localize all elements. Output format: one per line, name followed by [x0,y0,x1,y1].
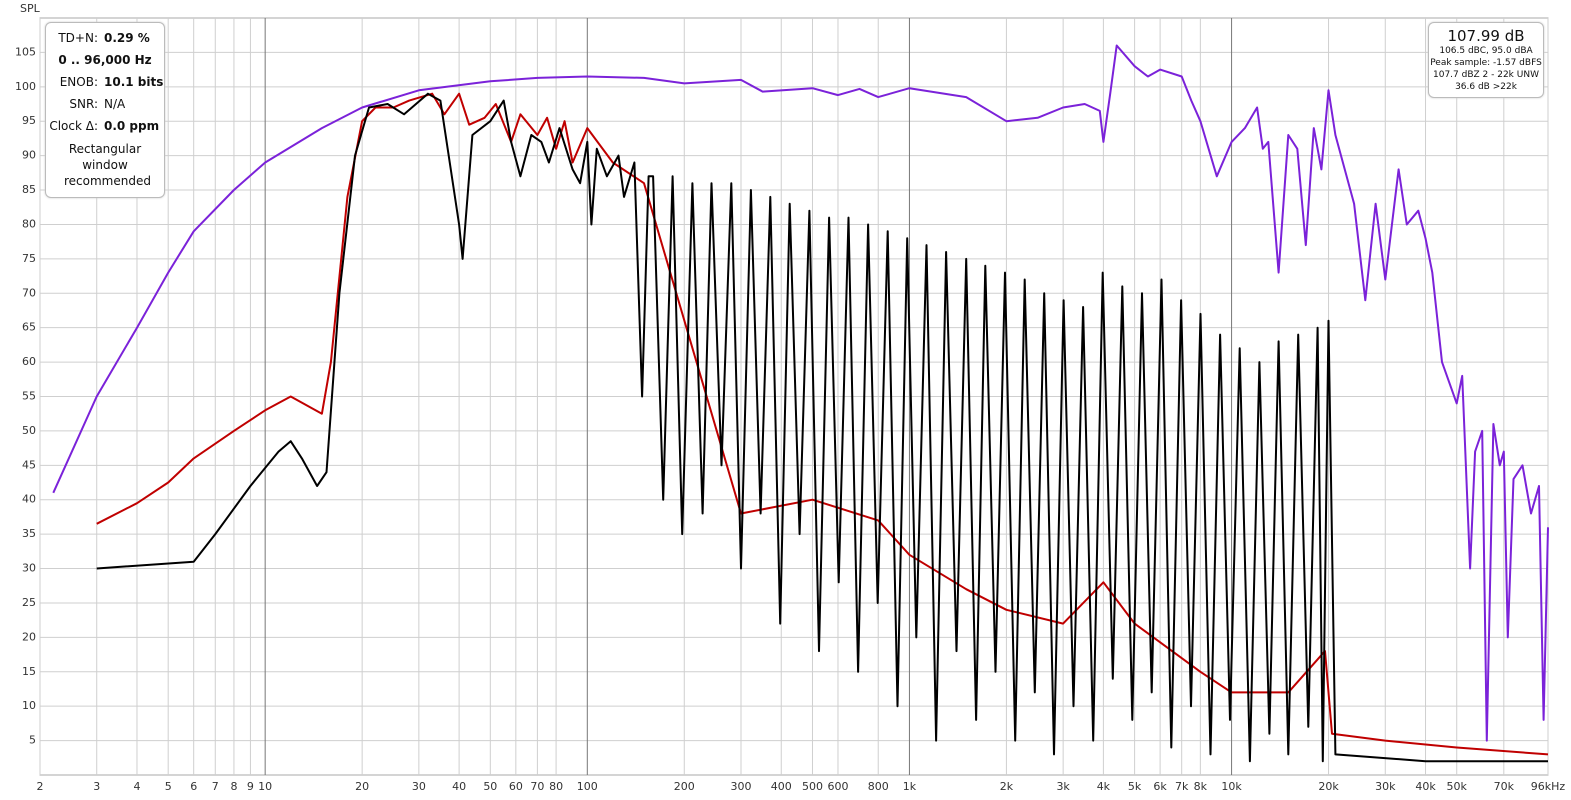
y-tick-label: 10 [22,699,36,712]
x-tick-label: 40 [452,780,466,793]
y-axis-label: SPL [20,2,41,15]
x-tick-label: 6k [1153,780,1167,793]
level-line: Peak sample: -1.57 dBFS [1430,58,1542,68]
y-tick-label: 5 [29,734,36,747]
y-tick-label: 15 [22,665,36,678]
y-tick-label: 35 [22,527,36,540]
x-tick-label: 20 [355,780,369,793]
x-tick-label: 70 [530,780,544,793]
x-tick-label: 200 [674,780,695,793]
x-tick-label: 800 [868,780,889,793]
x-tick-label: 2k [1000,780,1014,793]
info-key: ENOB: [59,75,98,89]
y-tick-label: 70 [22,286,36,299]
y-tick-label: 45 [22,458,36,471]
y-tick-label: 30 [22,562,36,575]
x-tick-label: 7k [1175,780,1189,793]
info-row: ENOB: 10.1 bits [46,71,164,93]
info-key: TD+N: [58,31,98,45]
x-tick-label: 8k [1194,780,1208,793]
x-tick-label: 600 [827,780,848,793]
x-tick-label: 96kHz [1531,780,1566,793]
series-line [96,92,1549,756]
x-tick-label: 10k [1221,780,1242,793]
y-tick-label: 105 [15,45,36,58]
y-tick-label: 60 [22,355,36,368]
y-tick-label: 95 [22,114,36,127]
x-tick-label: 5k [1128,780,1142,793]
y-tick-label: 65 [22,321,36,334]
x-tick-label: 30 [412,780,426,793]
info-value: N/A [104,97,126,111]
x-tick-label: 4k [1097,780,1111,793]
x-tick-label: 2 [37,780,44,793]
x-tick-label: 400 [771,780,792,793]
info-value: 0.29 % [104,31,150,45]
info-panel: TD+N: 0.29 % 0 .. 96,000 Hz ENOB: 10.1 bit… [45,22,165,198]
x-tick-label: 20k [1318,780,1339,793]
series-line [96,92,1548,763]
y-tick-label: 80 [22,217,36,230]
x-tick-label: 50k [1447,780,1468,793]
info-note: Rectangular window recommended [64,142,151,188]
x-tick-label: 9 [247,780,254,793]
y-tick-label: 90 [22,149,36,162]
y-tick-label: 50 [22,424,36,437]
info-row: Clock Δ: 0.0 ppm [46,115,164,137]
x-tick-label: 8 [230,780,237,793]
level-line: 107.7 dBZ 2 - 22k UNW [1433,70,1539,80]
x-tick-label: 60 [509,780,523,793]
y-tick-label: 20 [22,630,36,643]
x-tick-label: 50 [483,780,497,793]
level-panel: 107.99 dB 106.5 dBC, 95.0 dBA Peak sampl… [1428,22,1544,98]
x-tick-label: 100 [577,780,598,793]
info-range: 0 .. 96,000 Hz [58,53,152,67]
info-row: TD+N: 0.29 % [46,27,164,49]
info-value: 10.1 bits [104,75,164,89]
level-line: 36.6 dB >22k [1455,82,1517,92]
y-tick-label: 85 [22,183,36,196]
x-tick-label: 70k [1494,780,1515,793]
level-line: 106.5 dBC, 95.0 dBA [1439,46,1533,56]
info-key: Clock Δ: [49,119,98,133]
level-value: 107.99 dB [1447,27,1525,45]
x-tick-label: 3k [1056,780,1070,793]
x-tick-label: 1k [903,780,917,793]
info-key: SNR: [69,97,98,111]
x-tick-label: 10 [258,780,272,793]
info-row: SNR: N/A [46,93,164,115]
x-tick-label: 40k [1415,780,1436,793]
x-tick-label: 4 [133,780,140,793]
y-tick-label: 40 [22,493,36,506]
x-tick-label: 6 [190,780,197,793]
x-tick-label: 500 [802,780,823,793]
y-tick-label: 75 [22,252,36,265]
x-tick-label: 7 [212,780,219,793]
x-tick-label: 3 [93,780,100,793]
x-tick-label: 30k [1375,780,1396,793]
y-tick-label: 100 [15,80,36,93]
x-tick-label: 300 [730,780,751,793]
series-line [52,44,1549,742]
y-tick-label: 55 [22,390,36,403]
info-value: 0.0 ppm [104,119,160,133]
x-tick-label: 5 [165,780,172,793]
x-tick-label: 80 [549,780,563,793]
y-tick-label: 25 [22,596,36,609]
